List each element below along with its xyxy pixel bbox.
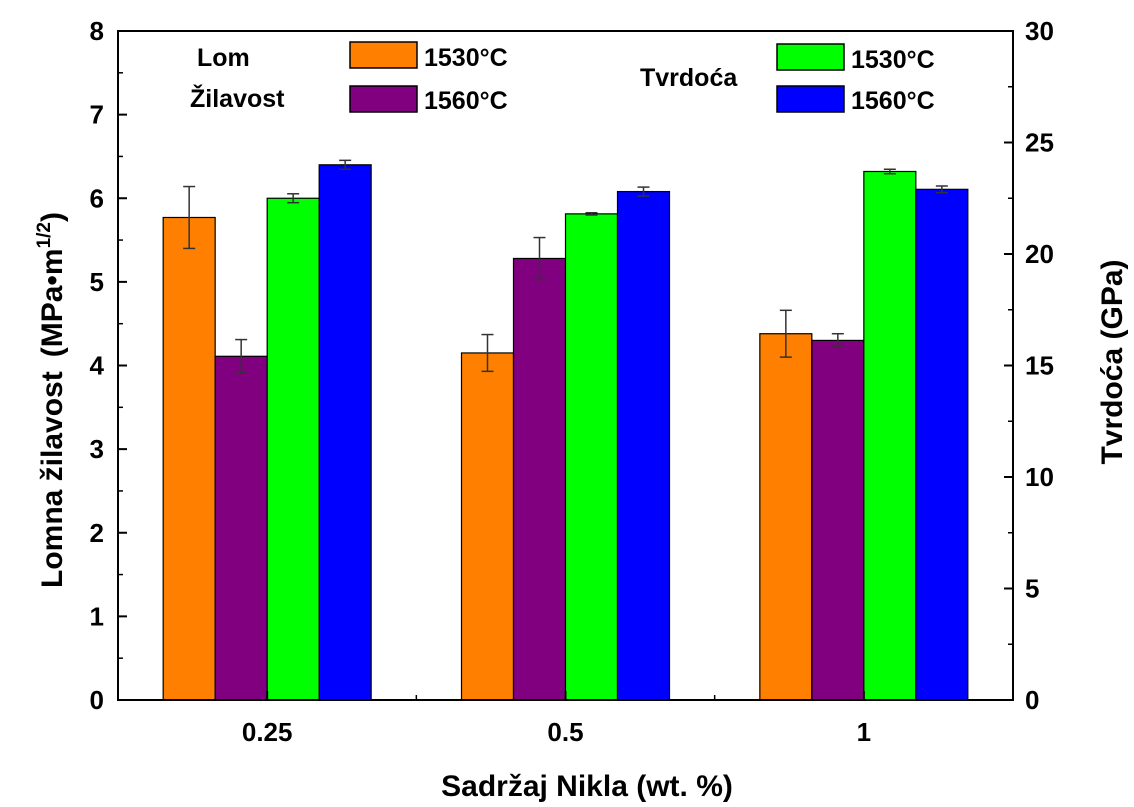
left-tick-label: 0 [90, 685, 104, 715]
legend-swatch-purple [349, 85, 418, 113]
left-axis-title-close: ) [36, 212, 69, 222]
error-bar [481, 333, 494, 373]
bar [811, 339, 865, 701]
error-bar [183, 185, 196, 250]
legend-label-1530-lom: 1530°C [424, 44, 508, 72]
legend-label-1530-tvrdoca: 1530°C [851, 46, 935, 74]
error-bar [287, 193, 300, 204]
bar [460, 352, 515, 701]
left-axis-title-exponent: 1/2 [34, 222, 55, 248]
svg-text:Tvrdoća (GPa): Tvrdoća (GPa) [1096, 259, 1129, 464]
left-axis-title-unit: (MPa•m [36, 248, 69, 357]
error-bar [779, 309, 792, 358]
bar [214, 355, 268, 701]
bar [512, 257, 567, 701]
error-bars-layer [183, 159, 948, 374]
legend-group1-title-line2: Žilavost [190, 83, 285, 113]
legend: Lom Žilavost Tvrdoća 1530°C 1560°C 1530°… [190, 41, 935, 115]
legend-swatch-blue [776, 85, 845, 113]
left-axis-ticks: 0 1 2 3 4 5 6 7 8 [90, 16, 127, 715]
bars-layer [162, 164, 969, 701]
bar [266, 197, 320, 701]
legend-group2-title: Tvrdoća [640, 64, 738, 92]
right-tick-label: 25 [1025, 128, 1054, 158]
bar [863, 170, 917, 701]
error-bar [637, 186, 650, 197]
left-tick-label: 8 [90, 16, 104, 46]
bar [318, 164, 372, 701]
error-bar [339, 159, 352, 171]
right-axis-ticks: 0 5 10 15 20 25 30 [1004, 16, 1054, 715]
x-tick-label: 1 [857, 717, 871, 747]
svg-text:Lomna žilavost(MPa•m1/2): Lomna žilavost (MPa•m1/2) [34, 212, 69, 588]
legend-group1-title-line1: Lom [197, 44, 250, 72]
bar [564, 213, 619, 701]
left-axis-title: Lomna žilavost (MPa•m1/2) [34, 212, 69, 588]
left-tick-label: 1 [90, 601, 104, 631]
right-tick-label: 15 [1025, 351, 1054, 381]
error-bar [935, 185, 948, 194]
error-bar [533, 236, 546, 281]
bar [616, 190, 671, 701]
right-tick-label: 10 [1025, 462, 1054, 492]
x-tick-label: 0.25 [242, 717, 293, 747]
legend-swatch-orange [349, 41, 418, 69]
error-bar [831, 332, 844, 348]
left-axis-title-text: Lomna žilavost [36, 371, 69, 588]
bar [759, 333, 813, 701]
legend-label-1560-lom: 1560°C [424, 87, 508, 115]
left-tick-label: 6 [90, 183, 104, 213]
left-tick-label: 5 [90, 267, 104, 297]
left-tick-label: 2 [90, 518, 104, 548]
right-tick-label: 30 [1025, 16, 1054, 46]
x-tick-label: 0.5 [547, 717, 583, 747]
left-tick-label: 4 [90, 351, 105, 381]
right-tick-label: 5 [1025, 574, 1039, 604]
error-bar [883, 168, 896, 175]
error-bar [585, 211, 598, 216]
legend-swatch-green [776, 43, 845, 71]
legend-label-1560-tvrdoca: 1560°C [851, 87, 935, 115]
x-axis-ticks: 0.25 0.5 1 [242, 691, 871, 747]
error-bar [235, 338, 248, 374]
left-tick-label: 7 [90, 100, 104, 130]
left-tick-label: 3 [90, 434, 104, 464]
bar [162, 216, 216, 701]
x-axis-title: Sadržaj Nikla (wt. %) [441, 770, 733, 803]
right-tick-label: 20 [1025, 239, 1054, 269]
right-axis-title: Tvrdoća (GPa) [1096, 259, 1129, 464]
bar [915, 188, 969, 701]
right-tick-label: 0 [1025, 685, 1039, 715]
